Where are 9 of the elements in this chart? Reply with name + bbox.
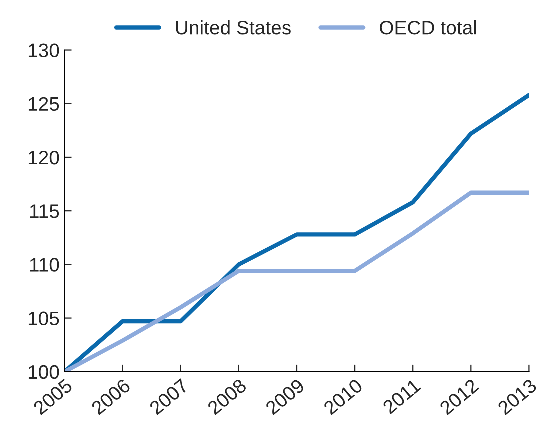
y-tick-label: 125 — [28, 97, 60, 112]
y-tick-label: 110 — [30, 258, 60, 272]
legend-label: United States — [176, 20, 291, 35]
y-tick-label: 105 — [28, 312, 60, 326]
y-tick-label: 130 — [28, 44, 60, 58]
y-tick-label: 100 — [28, 365, 60, 380]
y-tick-label: 115 — [30, 204, 60, 218]
legend-label: OECD total — [380, 20, 476, 35]
y-tick-label: 120 — [28, 150, 60, 165]
